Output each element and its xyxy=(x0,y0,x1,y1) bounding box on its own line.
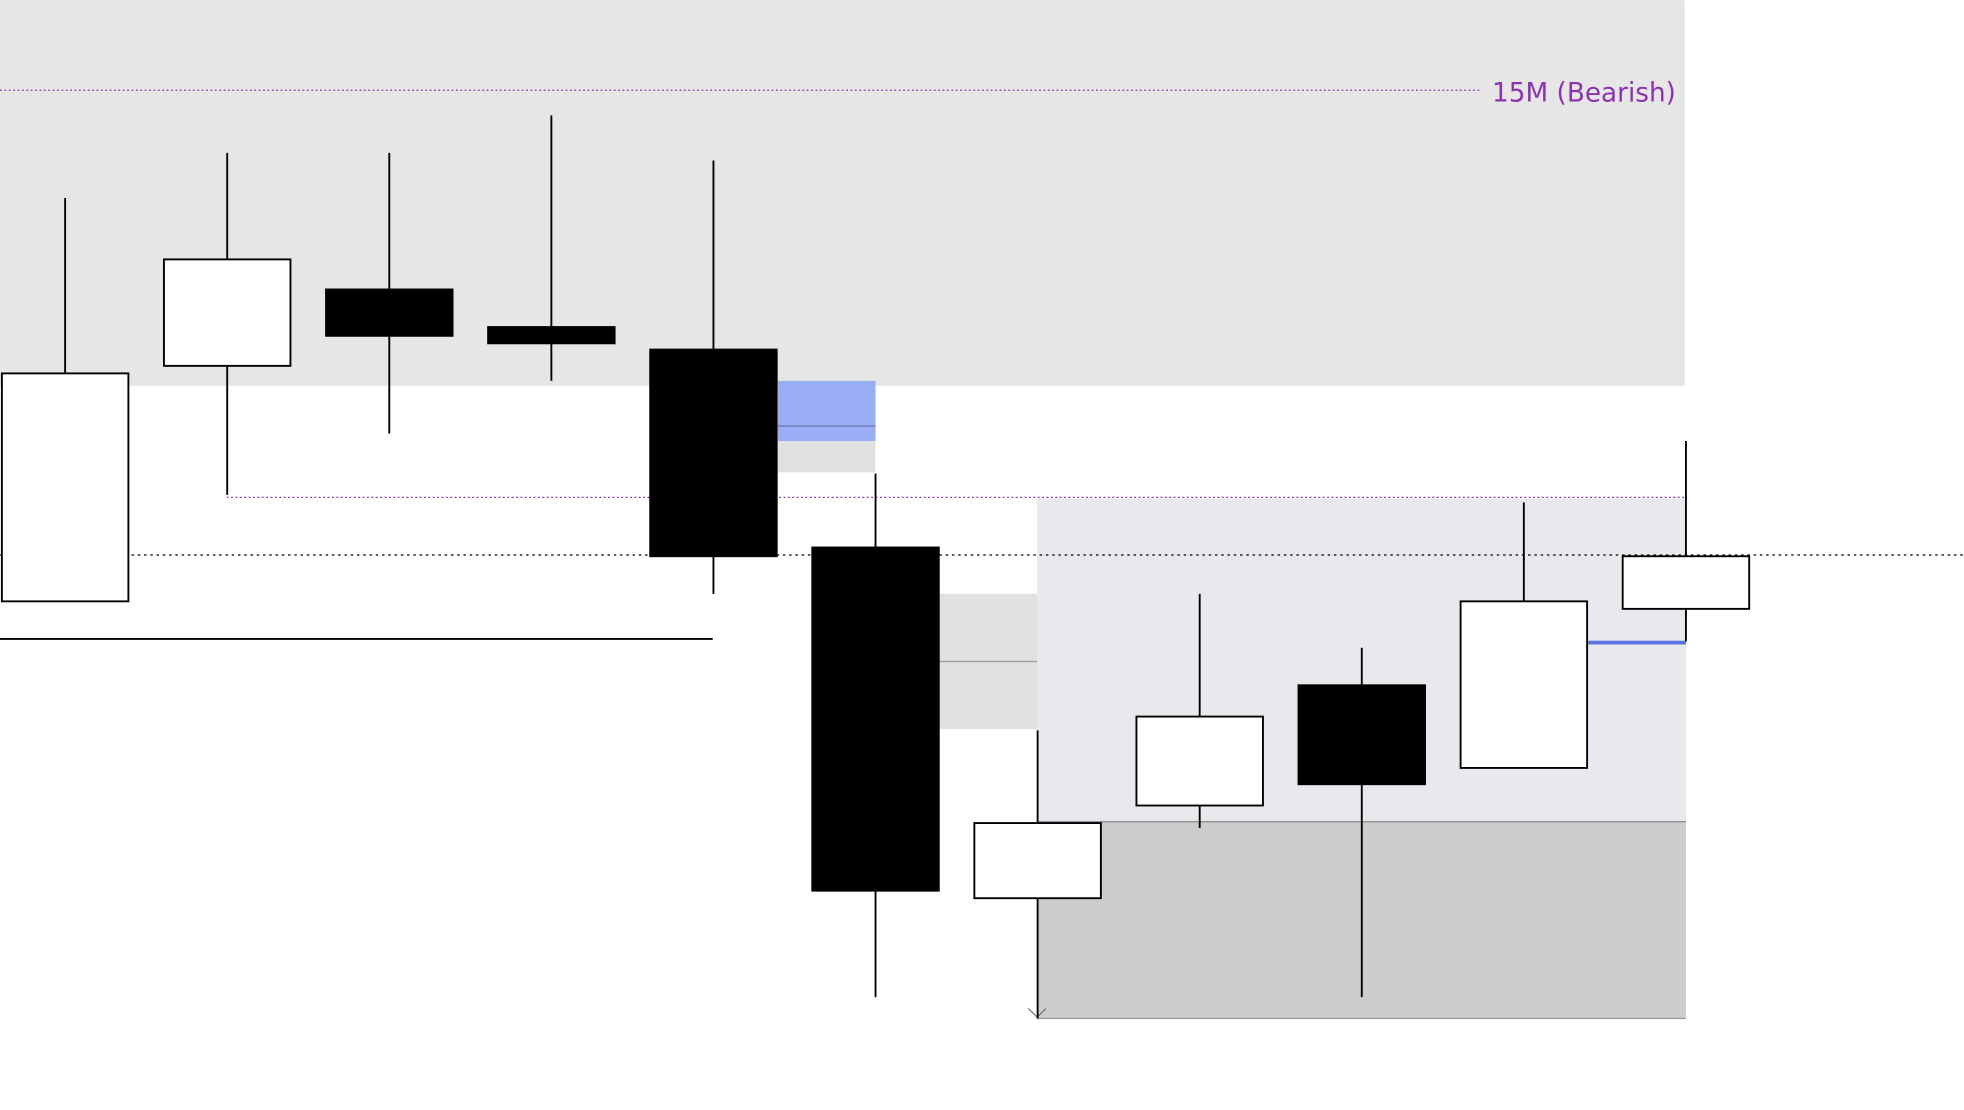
zone xyxy=(777,380,876,442)
candle-body xyxy=(1297,684,1426,786)
candle-body xyxy=(325,288,454,337)
candle-body xyxy=(649,348,778,558)
candle-body xyxy=(1459,600,1589,769)
candle-body xyxy=(811,546,940,892)
candle-body xyxy=(1621,555,1751,610)
zone xyxy=(777,441,876,473)
candle-body xyxy=(487,326,616,345)
candle-body xyxy=(163,258,292,367)
candle-body xyxy=(0,372,130,603)
candles xyxy=(0,115,1751,1019)
annotation: 15M (Bearish) xyxy=(1492,79,1676,109)
candle-body xyxy=(973,822,1102,900)
candle-body xyxy=(1135,715,1264,807)
